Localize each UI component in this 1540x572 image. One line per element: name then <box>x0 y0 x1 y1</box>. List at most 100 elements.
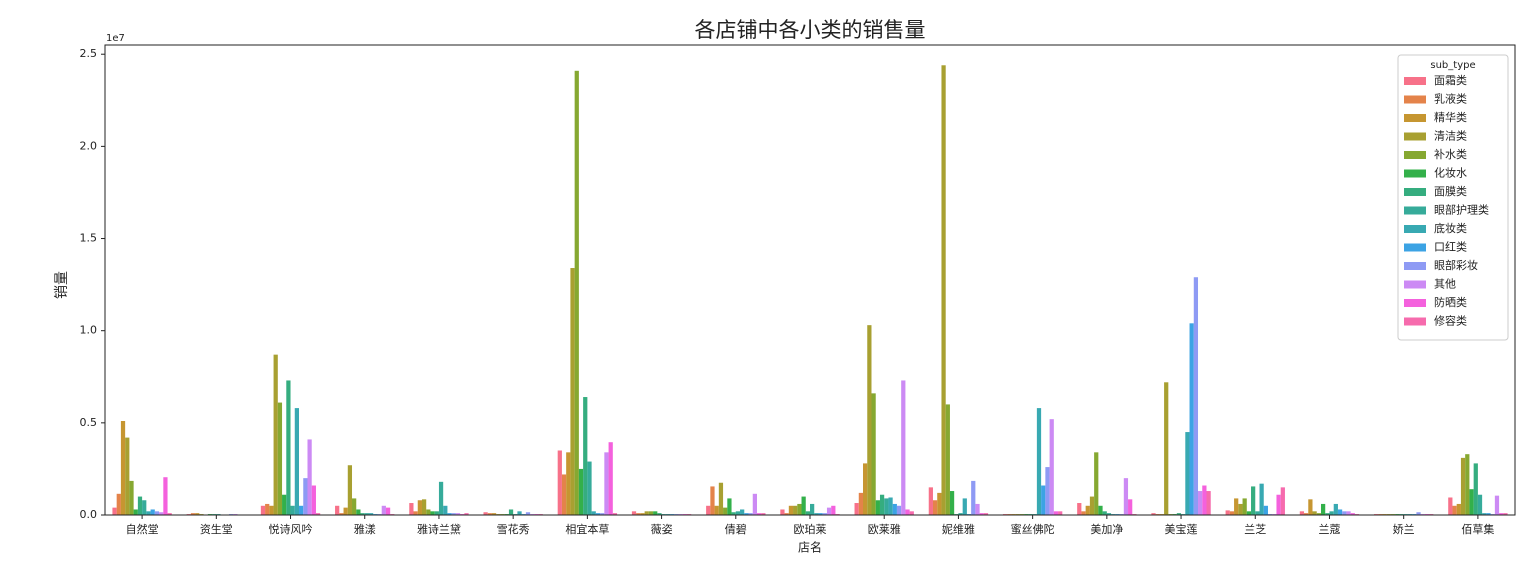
bar <box>979 513 984 515</box>
x-tick-label: 雅诗兰黛 <box>417 522 461 536</box>
bar <box>744 513 749 515</box>
bar <box>896 505 902 515</box>
bar <box>1102 511 1107 515</box>
bar <box>451 513 456 515</box>
bar <box>578 468 584 515</box>
y-tick-label: 1.5 <box>80 232 98 245</box>
bar <box>1312 511 1317 515</box>
bar <box>909 511 914 515</box>
bar <box>1346 511 1351 515</box>
bar <box>1053 511 1059 515</box>
bar <box>1234 498 1239 515</box>
bar <box>409 503 414 515</box>
bar <box>1460 457 1466 515</box>
bar <box>631 511 637 515</box>
legend-label: 底妆类 <box>1434 221 1467 235</box>
bar <box>438 481 444 515</box>
bar <box>826 507 832 515</box>
x-tick-label: 兰蔻 <box>1318 523 1340 536</box>
bar <box>657 513 662 515</box>
x-tick-label: 资生堂 <box>200 522 233 536</box>
bar <box>805 511 810 515</box>
bar <box>1280 487 1285 515</box>
bar <box>937 492 942 515</box>
bar <box>1238 503 1243 515</box>
legend-label: 面膜类 <box>1434 184 1467 198</box>
x-tick-label: 雅漾 <box>354 522 376 536</box>
bar <box>116 493 121 515</box>
bar <box>1316 513 1321 515</box>
chart-title: 各店铺中各小类的销售量 <box>695 18 926 42</box>
bar <box>159 512 164 515</box>
bar <box>801 496 806 515</box>
bar <box>1329 511 1334 515</box>
bar <box>1325 513 1330 515</box>
bar <box>290 505 295 515</box>
y-tick-label: 2.0 <box>80 139 98 152</box>
bar <box>1128 499 1133 515</box>
bar <box>710 486 715 515</box>
plot-frame <box>104 44 1516 516</box>
bar <box>163 477 168 515</box>
bar <box>443 505 448 515</box>
bar <box>1299 511 1305 515</box>
legend-label: 口红类 <box>1434 240 1467 254</box>
legend-label: 防晒类 <box>1434 295 1467 309</box>
bar <box>756 513 762 515</box>
legend-swatch <box>1404 317 1426 326</box>
bar <box>112 507 117 515</box>
bar <box>884 498 889 515</box>
bar <box>277 402 283 515</box>
bar <box>612 513 618 515</box>
bar <box>706 505 711 515</box>
bar <box>591 511 596 515</box>
bar <box>863 463 868 515</box>
x-tick-label: 倩碧 <box>725 523 747 536</box>
bar <box>905 509 910 515</box>
bar <box>167 513 172 515</box>
bar <box>1049 419 1054 515</box>
bar <box>727 498 732 515</box>
bar <box>867 325 872 515</box>
bar <box>1333 503 1338 515</box>
bar <box>945 404 950 515</box>
bar <box>975 503 980 515</box>
bar <box>1198 491 1203 515</box>
bar <box>447 513 452 515</box>
legend-swatch <box>1404 280 1426 289</box>
bar <box>566 452 571 515</box>
bar <box>1477 494 1483 515</box>
bar <box>600 513 605 515</box>
bar <box>653 511 658 515</box>
bar <box>958 513 963 515</box>
y-tick-label: 2.5 <box>80 47 98 60</box>
bar <box>1229 511 1235 515</box>
x-tick-label: 娇兰 <box>1393 523 1415 536</box>
bar <box>1246 511 1252 515</box>
bar <box>648 511 654 515</box>
bar <box>430 511 435 515</box>
legend-swatch <box>1404 188 1426 196</box>
bar <box>150 509 155 515</box>
bar <box>1164 382 1169 515</box>
bar <box>1308 499 1313 515</box>
bar <box>137 496 143 515</box>
bar <box>1503 513 1508 515</box>
bar <box>1259 483 1264 515</box>
bar <box>1089 496 1095 515</box>
bar <box>1123 478 1129 515</box>
bar <box>1081 511 1086 515</box>
bar <box>810 503 815 515</box>
x-tick-label: 佰草集 <box>1461 522 1494 536</box>
bar <box>129 480 134 515</box>
bar <box>740 509 745 515</box>
bar <box>455 513 461 515</box>
legend-swatch <box>1404 114 1426 122</box>
bar <box>142 500 147 515</box>
bar <box>1041 485 1046 515</box>
bar <box>822 513 827 515</box>
bar <box>983 513 989 515</box>
bar <box>421 499 427 515</box>
bar <box>595 513 601 515</box>
bar <box>315 513 321 515</box>
